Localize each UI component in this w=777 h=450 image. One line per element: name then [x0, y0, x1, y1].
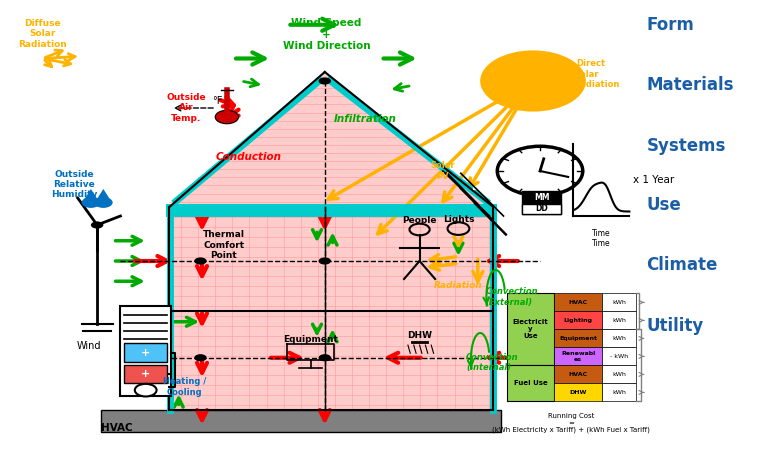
Text: Equipment: Equipment [284, 335, 338, 344]
FancyBboxPatch shape [124, 364, 167, 383]
Text: Time
Time: Time Time [592, 229, 611, 248]
FancyBboxPatch shape [554, 347, 602, 365]
Circle shape [194, 257, 207, 265]
Text: °F: °F [212, 96, 223, 106]
Text: Systems: Systems [646, 137, 726, 155]
FancyBboxPatch shape [602, 311, 636, 329]
Text: kWh: kWh [612, 300, 626, 305]
Circle shape [91, 221, 103, 229]
Text: x 1 Year: x 1 Year [633, 175, 674, 185]
Text: DHW: DHW [570, 390, 587, 395]
FancyBboxPatch shape [522, 203, 561, 214]
Circle shape [135, 384, 156, 396]
FancyBboxPatch shape [602, 293, 636, 311]
Text: Direct
solar
radiation: Direct solar radiation [576, 59, 619, 89]
FancyBboxPatch shape [554, 383, 602, 401]
Text: Form: Form [646, 16, 695, 34]
Text: Climate: Climate [646, 256, 718, 274]
FancyBboxPatch shape [602, 365, 636, 383]
FancyBboxPatch shape [169, 207, 493, 410]
Text: Utility: Utility [646, 317, 704, 335]
Circle shape [319, 77, 331, 85]
Text: kWh: kWh [612, 318, 626, 323]
Text: Infiltration: Infiltration [334, 114, 396, 124]
Text: kWh: kWh [612, 372, 626, 377]
Text: +: + [141, 369, 150, 379]
Circle shape [82, 197, 100, 208]
FancyBboxPatch shape [124, 343, 167, 362]
FancyBboxPatch shape [602, 347, 636, 365]
Text: HVAC: HVAC [569, 300, 587, 305]
Text: HVAC: HVAC [569, 372, 587, 377]
Polygon shape [169, 72, 493, 207]
Text: Electricit
y
Use: Electricit y Use [513, 320, 549, 339]
Text: Lights: Lights [443, 215, 474, 224]
Circle shape [480, 50, 586, 112]
Circle shape [497, 146, 583, 196]
Text: Convection
(External): Convection (External) [486, 287, 538, 307]
Text: Heating /
Cooling: Heating / Cooling [163, 377, 207, 397]
Text: Lighting: Lighting [563, 318, 593, 323]
FancyBboxPatch shape [554, 311, 602, 329]
FancyBboxPatch shape [507, 365, 554, 401]
Text: Outside
Air
Temp.: Outside Air Temp. [167, 93, 206, 123]
Text: Renewabl
es: Renewabl es [561, 351, 595, 362]
Text: Convection
(Internal): Convection (Internal) [466, 352, 519, 372]
Text: - kWh: - kWh [610, 354, 629, 359]
Circle shape [194, 354, 207, 361]
Text: Radiation: Radiation [434, 281, 483, 290]
Circle shape [319, 257, 331, 265]
Text: Materials: Materials [646, 76, 734, 94]
Text: Wind Speed
+
Wind Direction: Wind Speed + Wind Direction [283, 18, 370, 51]
Text: Solar
PV: Solar PV [430, 161, 455, 181]
Text: Use: Use [646, 196, 681, 214]
Text: +: + [141, 348, 150, 358]
Text: DD: DD [535, 204, 548, 213]
Text: Outside
Relative
Humidity: Outside Relative Humidity [51, 170, 97, 199]
FancyBboxPatch shape [602, 383, 636, 401]
Text: Fuel Use: Fuel Use [514, 380, 548, 387]
Text: Wind: Wind [77, 341, 102, 351]
Text: Equipment: Equipment [559, 336, 597, 341]
Text: Thermal
Comfort
Point: Thermal Comfort Point [203, 230, 245, 260]
Text: kWh: kWh [612, 336, 626, 341]
Polygon shape [96, 189, 111, 201]
FancyBboxPatch shape [602, 329, 636, 347]
Text: MM: MM [534, 193, 549, 202]
FancyBboxPatch shape [554, 329, 602, 347]
Text: Running Cost
=
(kWh Electricity x Tariff) + (kWh Fuel x Tariff): Running Cost = (kWh Electricity x Tariff… [492, 413, 650, 433]
Circle shape [215, 110, 239, 124]
FancyBboxPatch shape [120, 306, 171, 396]
Text: DHW: DHW [407, 331, 432, 340]
Text: People: People [402, 216, 437, 225]
Text: HVAC: HVAC [101, 423, 132, 433]
Polygon shape [83, 189, 99, 201]
Circle shape [319, 354, 331, 361]
Text: Conduction: Conduction [216, 153, 281, 162]
FancyBboxPatch shape [507, 293, 554, 365]
Text: kWh: kWh [612, 390, 626, 395]
FancyBboxPatch shape [522, 191, 561, 214]
FancyBboxPatch shape [101, 410, 501, 432]
FancyBboxPatch shape [554, 293, 602, 311]
Circle shape [94, 197, 113, 208]
FancyBboxPatch shape [554, 365, 602, 383]
Text: Diffuse
Solar
Radiation: Diffuse Solar Radiation [19, 19, 67, 49]
